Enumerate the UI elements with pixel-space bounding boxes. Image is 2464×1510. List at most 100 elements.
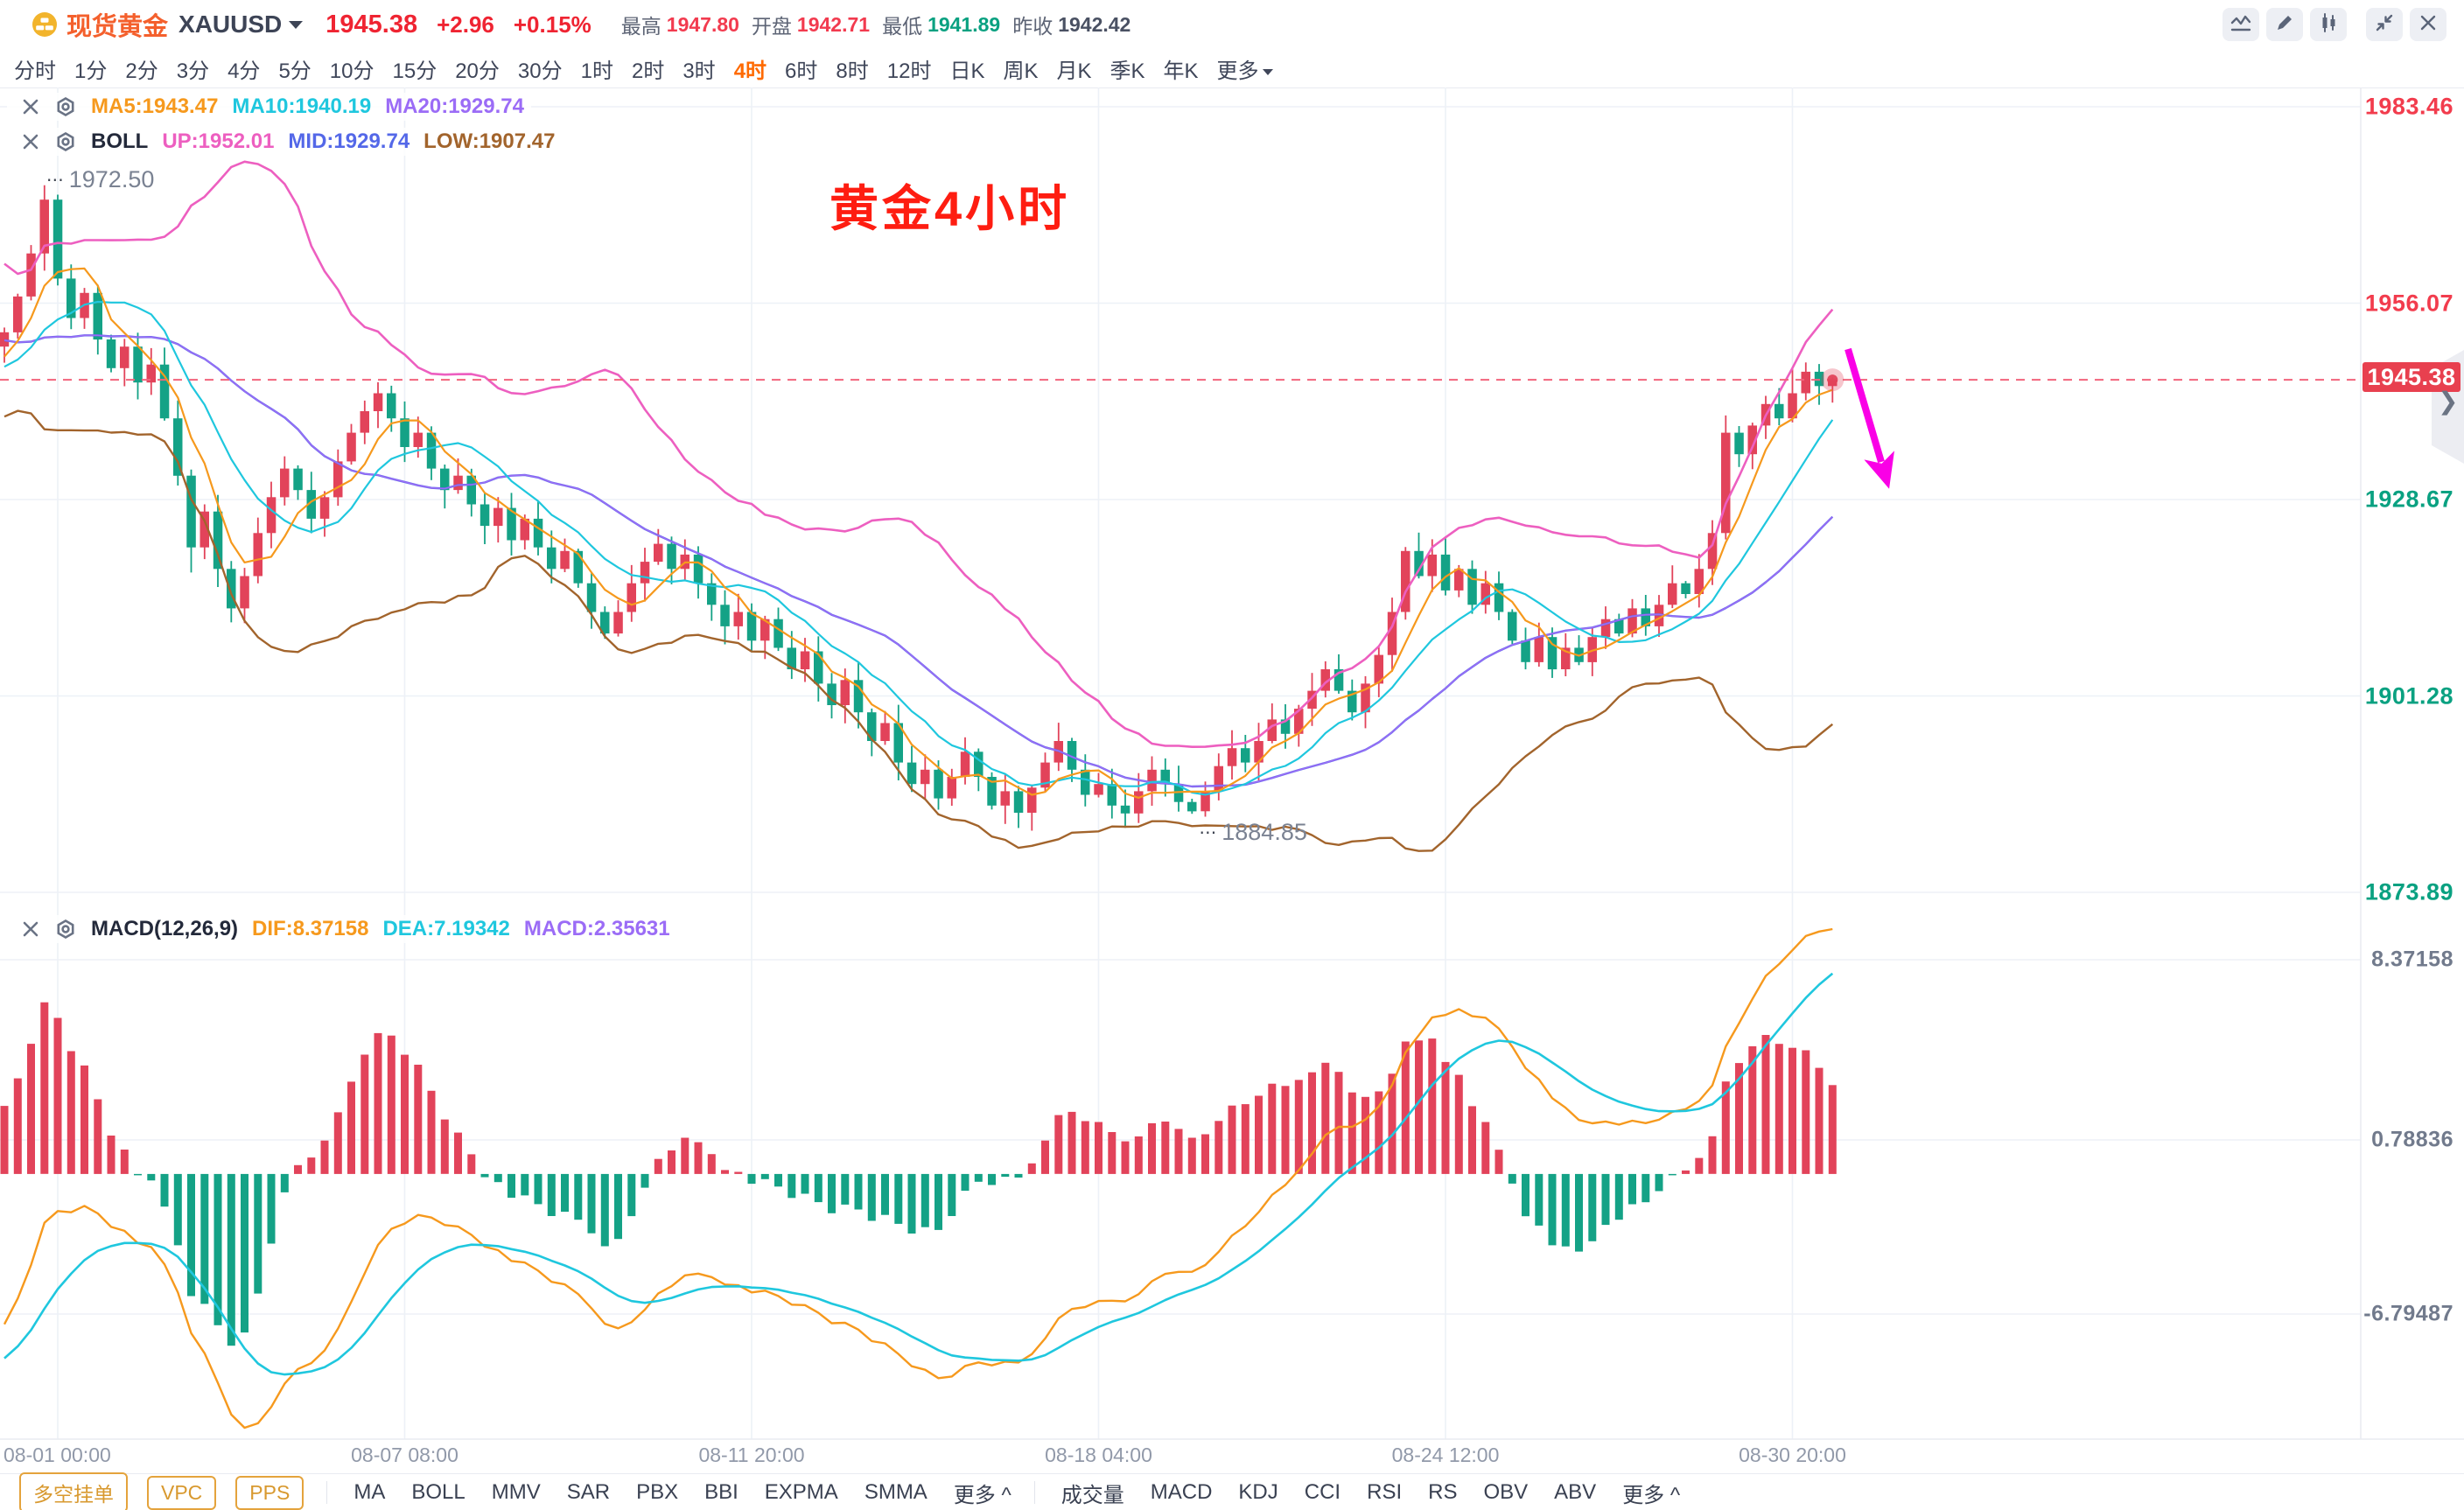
sub-indicator-KDJ[interactable]: KDJ <box>1238 1480 1278 1504</box>
collapse-button[interactable] <box>2366 8 2403 41</box>
time-tick: 08-11 20:00 <box>698 1444 805 1466</box>
timeframe-tab-4分[interactable]: 4分 <box>228 59 261 83</box>
timeframe-tab-5分[interactable]: 5分 <box>278 59 312 83</box>
pencil-button[interactable] <box>2266 8 2303 41</box>
instrument-name: 现货黄金 <box>66 13 169 41</box>
symbol-caret-icon[interactable] <box>289 20 304 29</box>
divider <box>326 1481 328 1504</box>
sub-indicator-ABV[interactable]: ABV <box>1554 1480 1597 1504</box>
last-price: 1945.38 <box>326 10 418 38</box>
pencil-icon <box>2274 12 2295 38</box>
overlay-indicator-BOLL[interactable]: BOLL <box>411 1480 466 1504</box>
boll-name: BOLL <box>91 129 149 153</box>
price-tick: 1873.89 <box>2364 878 2454 905</box>
sub-indicator-MACD[interactable]: MACD <box>1150 1480 1213 1504</box>
overlay-more[interactable]: 更多 ^ <box>953 1483 1012 1507</box>
stat-昨收: 昨收 1942.42 <box>1012 12 1131 38</box>
candlestick-button[interactable] <box>2310 8 2347 41</box>
timeframe-tabs: 分时 1分 2分 3分 4分 5分 10分 15分 20分 30分 1时 2时 3时 4时 6时 8时 12时日… <box>0 49 2464 88</box>
price-tick: 1928.67 <box>2364 486 2454 513</box>
chart-title-annotation: 黄金4小时 <box>830 181 1071 236</box>
timeframe-tab-季K[interactable]: 季K <box>1110 59 1145 83</box>
boll-settings-icon[interactable] <box>54 130 77 153</box>
legend-value: DEA:7.19342 <box>382 917 510 940</box>
overlay-indicator-EXPMA[interactable]: EXPMA <box>764 1480 838 1504</box>
sub-more[interactable]: 更多 ^ <box>1622 1483 1681 1507</box>
sub-indicator-RS[interactable]: RS <box>1428 1480 1458 1504</box>
timeframe-more[interactable]: 更多 <box>1217 53 1273 84</box>
legend-value: MACD:2.35631 <box>523 917 670 940</box>
macd-legend: MACD(12,26,9) DIF:8.37158 DEA:7.19342 MACD… <box>7 915 677 943</box>
gold-coin-icon <box>32 12 57 37</box>
timeframe-tab-4时[interactable]: 4时 <box>733 59 767 83</box>
chevron-down-icon <box>1262 68 1273 75</box>
toolbar-button-VPC[interactable]: VPC <box>147 1475 217 1510</box>
timeframe-tab-1时[interactable]: 1时 <box>580 59 613 83</box>
sub-indicator-OBV[interactable]: OBV <box>1483 1480 1529 1504</box>
ma-settings-icon[interactable] <box>54 95 77 118</box>
timeframe-tab-2时[interactable]: 2时 <box>631 59 665 83</box>
timeframe-tab-年K[interactable]: 年K <box>1163 59 1199 83</box>
overlay-indicator-PBX[interactable]: PBX <box>636 1480 679 1504</box>
timeframe-tab-8时[interactable]: 8时 <box>836 59 869 83</box>
collapse-icon <box>2374 12 2395 38</box>
legend-value: LOW:1907.47 <box>424 129 556 153</box>
legend-value: DIF:8.37158 <box>252 917 369 940</box>
stat-最高: 最高 1947.80 <box>620 12 739 38</box>
boll-close-icon[interactable] <box>19 130 42 153</box>
timeframe-tab-月K[interactable]: 月K <box>1056 59 1092 83</box>
overlay-indicator-BBI[interactable]: BBI <box>704 1480 738 1504</box>
timeframe-tab-15分[interactable]: 15分 <box>392 59 438 83</box>
price-tick: 1956.07 <box>2364 290 2454 316</box>
current-price-badge: 1945.38 <box>2362 362 2460 392</box>
legend-value: MA20:1929.74 <box>385 94 524 118</box>
overlay-indicator-SMMA[interactable]: SMMA <box>864 1480 928 1504</box>
low-price-label: ⋯ 1884.85 <box>1199 819 1307 846</box>
bottom-toolbar: 多空挂单 VPC PPS MA BOLL MMV SAR PBX BBI EXPMA SMMA 更多 … <box>0 1472 2464 1510</box>
overlay-indicator-SAR[interactable]: SAR <box>566 1480 611 1504</box>
chart-window-controls <box>2216 8 2446 41</box>
high-price-label: ⋯ 1972.50 <box>46 165 155 192</box>
timeframe-tab-3时[interactable]: 3时 <box>682 59 716 83</box>
time-tick: 08-01 00:00 <box>4 1444 111 1466</box>
overlay-indicator-MA[interactable]: MA <box>354 1480 386 1504</box>
price-tick: 1901.28 <box>2364 682 2454 709</box>
legend-value: UP:1952.01 <box>162 129 275 153</box>
stat-开盘: 开盘 1942.71 <box>751 12 871 38</box>
timeframe-tab-2分[interactable]: 2分 <box>125 59 158 83</box>
timeframe-tab-日K[interactable]: 日K <box>949 59 985 83</box>
timeframe-tab-分时[interactable]: 分时 <box>14 59 56 83</box>
timeframe-tab-10分[interactable]: 10分 <box>329 59 374 83</box>
price-change-pct: +0.15% <box>513 10 592 38</box>
sub-indicator-RSI[interactable]: RSI <box>1367 1480 1403 1504</box>
close-button[interactable] <box>2410 8 2446 41</box>
sub-indicator-CCI[interactable]: CCI <box>1304 1480 1341 1504</box>
timeframe-tab-3分[interactable]: 3分 <box>176 59 210 83</box>
timeframe-tab-6时[interactable]: 6时 <box>785 59 818 83</box>
macd-close-icon[interactable] <box>19 918 42 940</box>
time-tick: 08-24 12:00 <box>1391 1444 1500 1466</box>
stat-最低: 最低 1941.89 <box>882 12 1001 38</box>
expand-panel-chevron-icon[interactable]: ❯ <box>2438 388 2459 415</box>
boll-legend: BOLL UP:1952.01 MID:1929.74 LOW:1907.47 <box>7 128 563 156</box>
toolbar-button-多空挂单[interactable]: 多空挂单 <box>19 1472 128 1510</box>
legend-value: MA5:1943.47 <box>91 94 219 118</box>
timeframe-tab-1分[interactable]: 1分 <box>74 59 108 83</box>
timeframe-tab-30分[interactable]: 30分 <box>517 59 563 83</box>
time-tick: 08-18 04:00 <box>1045 1444 1152 1466</box>
candlestick-icon <box>2318 12 2339 38</box>
ma-close-icon[interactable] <box>19 95 42 118</box>
macd-settings-icon[interactable] <box>54 918 77 940</box>
line-chart-button[interactable] <box>2222 8 2259 41</box>
divider <box>1033 1481 1035 1504</box>
toolbar-button-PPS[interactable]: PPS <box>235 1475 304 1510</box>
timeframe-tab-12时[interactable]: 12时 <box>886 59 932 83</box>
timeframe-tab-周K[interactable]: 周K <box>1003 59 1039 83</box>
session-stats: 最高 1947.80 开盘 1942.71 最低 1941.89 昨收 1942.42 <box>609 10 1131 39</box>
sub-indicator-成交量[interactable]: 成交量 <box>1060 1483 1124 1507</box>
overlay-indicator-MMV[interactable]: MMV <box>491 1480 541 1504</box>
timeframe-tab-20分[interactable]: 20分 <box>455 59 500 83</box>
header: 现货黄金 XAUUSD 1945.38 +2.96 +0.15% 最高 1947.… <box>0 0 2464 49</box>
